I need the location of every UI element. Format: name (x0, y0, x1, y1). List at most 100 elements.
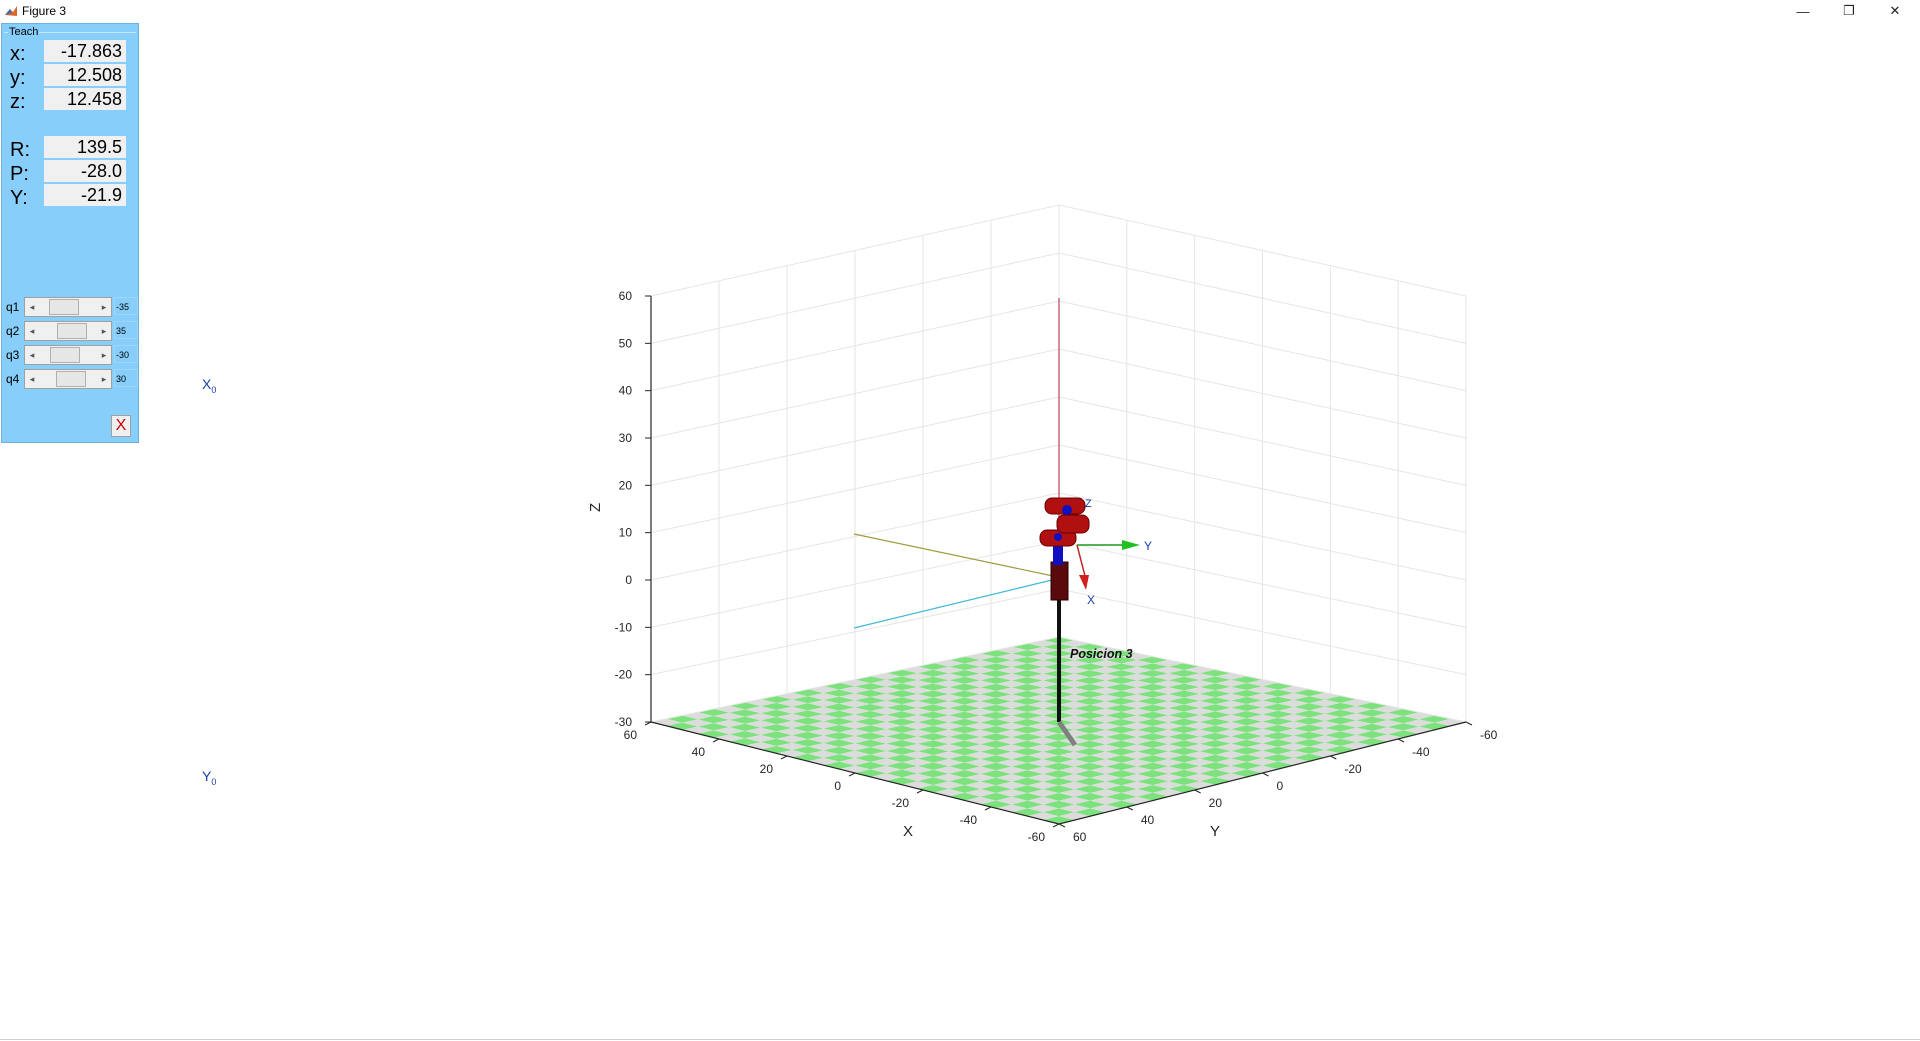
floor-tile (996, 804, 1028, 813)
floor-tile (729, 716, 761, 724)
floor-tile (1074, 762, 1106, 771)
floor-tile (1090, 666, 1122, 674)
floor-tile (933, 744, 965, 752)
wall-grid-line (1058, 252, 1467, 344)
floor-tile (792, 731, 824, 740)
slider-right-arrow-icon[interactable]: ▸ (101, 374, 107, 384)
joint-slider-q3[interactable]: ◂ ▸ (24, 345, 112, 365)
close-teach-button[interactable]: X (111, 415, 131, 437)
close-window-button[interactable]: ✕ (1889, 3, 1901, 18)
floor-tile (1215, 679, 1247, 687)
floor-tile (1278, 735, 1310, 743)
floor-tile (1090, 766, 1122, 775)
joint-value-q3[interactable]: -30 (114, 345, 138, 363)
floor-tile (917, 683, 950, 691)
floor-tile (1215, 707, 1247, 715)
floor-tile (698, 716, 730, 724)
floor-tile (1372, 712, 1404, 720)
floor-tile (933, 687, 965, 695)
slider-left-arrow-icon[interactable]: ◂ (29, 350, 35, 360)
floor-tile (1027, 680, 1059, 688)
pose-row-yaw: Y: -21.9 (8, 184, 132, 209)
floor-tile (1058, 673, 1091, 681)
joint-value-q2[interactable]: 35 (114, 321, 138, 339)
floor-tile (1137, 770, 1169, 778)
floor-tile (1231, 703, 1263, 712)
wall-grid-line (650, 348, 1060, 439)
floor-tile (1090, 737, 1122, 745)
joint-label: q4 (6, 372, 20, 386)
floor-tile (1231, 754, 1263, 762)
floor-tile (1043, 808, 1075, 817)
floor-tile (964, 694, 997, 702)
slider-left-arrow-icon[interactable]: ◂ (29, 374, 35, 384)
floor-tile (1137, 663, 1169, 671)
floor-tile (729, 730, 761, 739)
floor-tile (1105, 762, 1138, 771)
joint-value-q1[interactable]: -35 (114, 297, 138, 315)
floor-tile (760, 731, 793, 739)
floor-tile (760, 702, 793, 710)
slider-thumb[interactable] (49, 347, 80, 363)
floor-tile (902, 693, 934, 701)
floor-tile (1231, 725, 1263, 733)
floor-tile (1262, 732, 1294, 740)
floor-tile (760, 717, 793, 725)
floor-tile (1011, 719, 1044, 727)
floor-tile (1215, 686, 1247, 694)
slider-left-arrow-icon[interactable]: ◂ (29, 326, 35, 336)
floor-tile (949, 755, 981, 763)
joint-slider-q1[interactable]: ◂ ▸ (24, 297, 112, 317)
floor-tile (964, 729, 997, 737)
slider-left-arrow-icon[interactable]: ◂ (29, 302, 35, 312)
floor-tile (1137, 762, 1169, 771)
slider-thumb[interactable] (57, 323, 88, 339)
floor-tile (855, 769, 887, 777)
joint-slider-q2[interactable]: ◂ ▸ (24, 321, 112, 341)
floor-tile (917, 769, 950, 778)
floor-tile (1199, 732, 1232, 741)
floor-tile (1058, 804, 1091, 813)
floor-tile (729, 738, 761, 746)
floor-tile (1090, 804, 1122, 813)
floor-tile (823, 746, 855, 755)
y-tick-mark (1058, 823, 1066, 828)
y-axis-label: Y (1210, 823, 1220, 840)
floor-tile (1090, 694, 1122, 702)
slider-right-arrow-icon[interactable]: ▸ (101, 302, 107, 312)
floor-tile (839, 765, 871, 773)
floor-tile (902, 751, 934, 759)
robot-arm (1039, 497, 1090, 747)
floor-tile (839, 728, 871, 737)
floor-tile (1199, 754, 1232, 763)
floor-tile (1184, 707, 1216, 716)
floor-tile (917, 711, 950, 719)
minimize-button[interactable]: — (1796, 3, 1810, 19)
floor-tile (1121, 715, 1153, 723)
floor-tile (1090, 722, 1122, 730)
floor-tile (1184, 700, 1216, 708)
pose-label: x: (10, 43, 26, 65)
joint-value-q4[interactable]: 30 (114, 369, 138, 387)
z-tick-label: 30 (619, 431, 633, 445)
floor-tile (1184, 693, 1216, 701)
floor-tile (917, 718, 950, 726)
floor-tile (854, 711, 887, 719)
slider-right-arrow-icon[interactable]: ▸ (101, 350, 107, 360)
maximize-button[interactable]: ❐ (1843, 3, 1855, 18)
slider-right-arrow-icon[interactable]: ▸ (101, 326, 107, 336)
floor-tile (1184, 781, 1216, 789)
slider-thumb[interactable] (48, 299, 79, 315)
floor-tile (776, 735, 808, 743)
floor-tile (996, 673, 1028, 681)
slider-thumb[interactable] (56, 371, 87, 387)
floor-tile (996, 715, 1028, 723)
floor-tile (807, 692, 840, 700)
floor-tile (792, 739, 824, 747)
joint-slider-q4[interactable]: ◂ ▸ (24, 369, 112, 389)
floor-tile (996, 694, 1028, 702)
floor-tile (1403, 719, 1435, 727)
floor-tile (917, 669, 950, 677)
floor-tile (1152, 736, 1185, 745)
